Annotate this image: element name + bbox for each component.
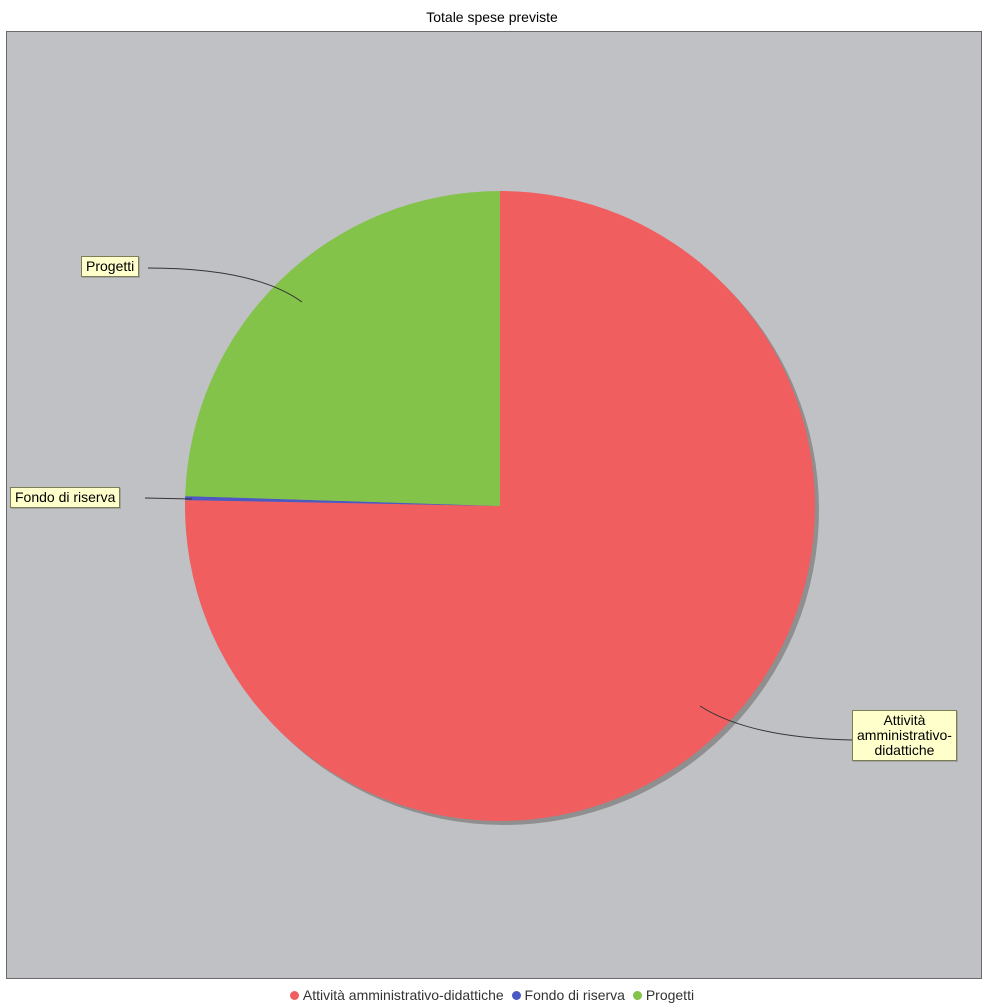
leader-line-fondo [144, 497, 193, 500]
slice-label-progetti: Progetti [81, 256, 140, 277]
pie-slice-attivita[interactable] [185, 191, 815, 822]
legend: Attività amministrativo-didattiche Fondo… [0, 987, 984, 1003]
legend-label-fondo: Fondo di riserva [524, 987, 625, 1003]
chart-title: Totale spese previste [426, 9, 558, 25]
legend-item-fondo[interactable]: Fondo di riserva [511, 987, 625, 1003]
legend-marker-fondo [511, 991, 521, 1000]
pie-slice-fondo[interactable] [185, 496, 500, 506]
legend-item-attivita[interactable]: Attività amministrativo-didattiche [289, 987, 504, 1003]
legend-label-attivita: Attività amministrativo-didattiche [302, 987, 504, 1003]
legend-label-progetti: Progetti [645, 987, 695, 1003]
legend-marker-attivita [289, 991, 299, 1000]
legend-item-progetti[interactable]: Progetti [632, 987, 695, 1003]
slice-label-fondo: Fondo di riserva [10, 487, 121, 508]
pie-slice-progetti[interactable] [185, 191, 500, 506]
leader-line-progetti [147, 267, 303, 303]
slice-label-attivita: Attività amministrativo- didattiche [852, 710, 957, 761]
legend-marker-progetti [632, 991, 642, 1000]
leader-line-attivita [699, 705, 853, 741]
